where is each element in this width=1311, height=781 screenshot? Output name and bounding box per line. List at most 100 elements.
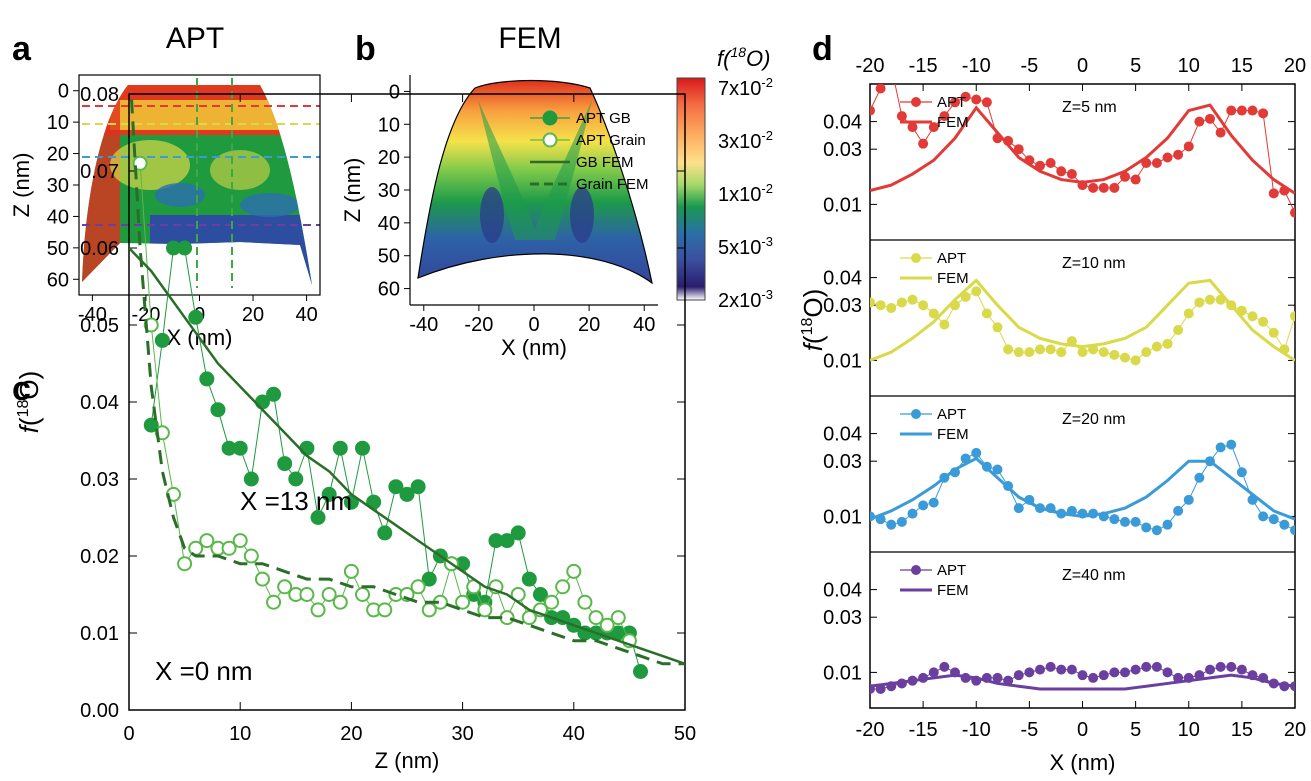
data-point <box>1151 341 1162 352</box>
x-tick-label: 0 <box>123 723 134 745</box>
data-point <box>1088 182 1099 193</box>
x-tick-label: 15 <box>1231 719 1253 741</box>
y-tick-label: 0.04 <box>80 392 119 414</box>
data-point <box>355 587 371 602</box>
data-point <box>1035 664 1045 675</box>
data-point <box>939 111 950 122</box>
data-point <box>1130 516 1141 527</box>
data-point <box>1056 166 1067 177</box>
data-point <box>1258 511 1269 522</box>
data-point <box>532 587 548 602</box>
x-tick-label: -40 <box>409 314 438 336</box>
data-point <box>310 602 326 618</box>
data-point <box>870 297 875 308</box>
data-point <box>421 571 437 587</box>
annotation-x13: X =13 nm <box>240 486 352 516</box>
legend-label: GB FEM <box>576 154 634 171</box>
data-point <box>992 322 1003 333</box>
data-point <box>199 533 215 549</box>
panel-d-plot: -20 -20 -15 -15 -10 -10 -5 -5 0 0 5 5 10 10 15 15 20 20 X … <box>798 55 1306 775</box>
panel-c-plot: 0 10 20 30 40 50 0.00 0.01 0.02 0.03 0.04 0.05 0.06 0… <box>14 84 696 773</box>
data-point <box>221 540 237 556</box>
data-point <box>1194 297 1205 308</box>
data-point <box>939 661 950 672</box>
x-tick-label-top: 15 <box>1231 55 1253 77</box>
legend-marker <box>542 132 558 148</box>
data-point <box>1194 116 1205 127</box>
data-point <box>971 447 982 458</box>
data-point <box>928 497 939 508</box>
legend-marker <box>542 110 558 126</box>
data-point <box>566 563 582 579</box>
series-line-fem <box>870 456 1295 521</box>
x-axis-label: Z (nm) <box>375 748 440 773</box>
data-point <box>1290 311 1295 322</box>
data-point <box>1258 316 1269 327</box>
series-line-gb-fem <box>129 247 685 665</box>
panel-a-title: APT <box>166 22 224 55</box>
y-tick-label: 0.04 <box>823 112 862 134</box>
x-tick-label-top: -5 <box>1020 55 1038 77</box>
y-tick-label: 0.08 <box>80 84 119 106</box>
data-point <box>1013 503 1024 514</box>
data-point <box>1098 347 1109 358</box>
legend-label: FEM <box>937 426 969 443</box>
data-point <box>1045 344 1056 355</box>
data-point <box>1194 472 1205 483</box>
data-point <box>310 510 326 525</box>
data-point <box>277 456 293 472</box>
data-point <box>1120 352 1130 363</box>
subplot-label: Z=5 nm <box>1062 99 1117 116</box>
x-tick-label-top: -20 <box>856 55 885 77</box>
legend-marker <box>911 253 921 263</box>
data-point <box>1003 344 1014 355</box>
panel-c-series <box>129 94 685 679</box>
legend-marker <box>911 97 921 107</box>
data-point <box>870 105 875 116</box>
data-point <box>960 453 971 464</box>
data-point <box>1236 467 1247 478</box>
data-point <box>633 664 649 679</box>
data-point <box>1279 519 1290 530</box>
data-point <box>1098 182 1109 193</box>
data-point <box>1120 516 1130 527</box>
data-point <box>555 579 571 595</box>
data-point <box>1109 182 1120 193</box>
data-point <box>410 579 426 595</box>
data-point <box>1215 127 1226 138</box>
y-tick-label: 0.05 <box>80 315 119 337</box>
data-point <box>1215 442 1226 453</box>
data-point <box>1130 664 1141 675</box>
data-point <box>971 94 982 105</box>
series-line-grain-fem <box>129 94 685 666</box>
data-point <box>1066 664 1077 675</box>
y-tick-label: 0.03 <box>823 139 862 161</box>
colorbar-title: f(18O) <box>717 44 770 71</box>
y-tick-label: 0.00 <box>80 700 119 722</box>
subplot-series <box>870 278 1295 366</box>
y-axis-label: f(18O) <box>14 371 44 434</box>
y-tick-label: 0.04 <box>823 580 862 602</box>
y-tick-label: 50 <box>378 246 400 268</box>
data-point <box>266 594 282 610</box>
data-point <box>875 84 886 94</box>
data-point <box>266 386 282 402</box>
data-point <box>1226 105 1237 116</box>
data-point <box>928 308 939 319</box>
colorbar-tick-2: 1x10-2 <box>718 181 773 206</box>
subplot-series <box>870 84 1295 218</box>
data-point <box>928 122 939 133</box>
legend-label: APT <box>937 406 966 423</box>
data-point <box>960 91 971 102</box>
panel-b-title: FEM <box>498 22 561 55</box>
x-tick-label: 5 <box>1130 719 1141 741</box>
data-point <box>1045 661 1056 672</box>
data-point <box>1120 667 1130 678</box>
y-tick-label: 30 <box>47 175 69 197</box>
subplot-z-10-nm: 0.01 0.03 0.04 APT FEM Z=10 nm <box>823 239 1295 372</box>
data-point <box>1236 105 1247 116</box>
data-point <box>1205 113 1215 124</box>
data-point <box>992 672 1003 683</box>
data-point <box>1290 207 1295 218</box>
